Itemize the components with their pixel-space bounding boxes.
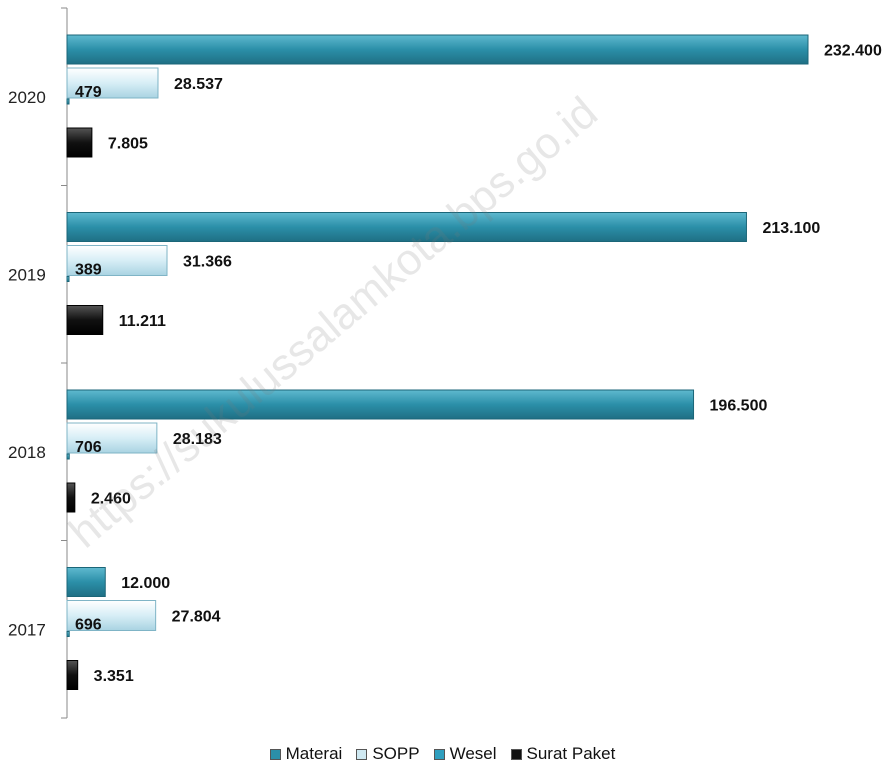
legend: Materai SOPP Wesel Surat Paket <box>0 742 885 766</box>
bar-materai-2019 <box>66 212 747 242</box>
bar-sopp-2019 <box>66 245 168 276</box>
legend-swatch <box>510 748 522 760</box>
value-label-sopp-2019: 31.366 <box>183 254 232 271</box>
value-labels: 232.400 28.537 479 7.805 213.100 31.366 389 11.… <box>75 43 882 686</box>
value-label-sopp-2018: 28.183 <box>173 431 222 448</box>
legend-item-materai: Materai <box>269 744 343 764</box>
value-label-materai-2020: 232.400 <box>824 43 882 60</box>
category-label-2017: 2017 <box>8 620 46 639</box>
bar-surat-paket-2019 <box>66 305 104 335</box>
y-axis: 2020 2019 2018 2017 <box>8 7 68 719</box>
value-label-wesel-2020: 479 <box>75 84 102 101</box>
bar-wesel-2017 <box>66 631 70 637</box>
category-label-2020: 2020 <box>8 88 46 107</box>
bar-surat-paket-2017 <box>66 660 79 690</box>
bar-sopp-2018 <box>66 422 158 454</box>
legend-swatch <box>269 748 281 760</box>
legend-swatch <box>356 748 368 760</box>
value-label-sopp-2020: 28.537 <box>174 76 223 93</box>
value-label-surat-paket-2018: 2.460 <box>91 491 131 508</box>
category-label-2018: 2018 <box>8 443 46 462</box>
legend-item-wesel: Wesel <box>433 744 497 764</box>
bar-materai-2020 <box>66 34 809 65</box>
legend-label: Materai <box>285 744 343 763</box>
value-label-wesel-2019: 389 <box>75 262 102 279</box>
bar-sopp-2020 <box>66 67 159 99</box>
bar-wesel-2019 <box>66 276 70 282</box>
legend-item-sopp: SOPP <box>356 744 420 764</box>
value-label-surat-paket-2017: 3.351 <box>94 668 134 685</box>
bar-sopp-2017 <box>66 600 157 631</box>
bar-surat-paket-2020 <box>66 127 93 158</box>
value-label-sopp-2017: 27.804 <box>172 609 221 626</box>
value-label-materai-2018: 196.500 <box>710 398 768 415</box>
bar-surat-paket-2018 <box>66 482 76 513</box>
legend-label: SOPP <box>372 744 420 763</box>
value-label-wesel-2017: 696 <box>75 617 102 634</box>
category-label-2019: 2019 <box>8 265 46 284</box>
value-label-wesel-2018: 706 <box>75 439 102 456</box>
bar-materai-2017 <box>66 567 106 597</box>
value-label-surat-paket-2019: 11.211 <box>119 313 166 330</box>
legend-label: Wesel <box>449 744 497 763</box>
legend-label: Surat Paket <box>526 744 616 763</box>
bar-wesel-2018 <box>66 453 70 460</box>
legend-swatch <box>433 748 445 760</box>
legend-item-surat-paket: Surat Paket <box>510 744 616 764</box>
bars <box>66 34 809 690</box>
value-label-materai-2017: 12.000 <box>121 575 170 592</box>
value-label-surat-paket-2020: 7.805 <box>108 136 148 153</box>
bar-materai-2018 <box>66 389 695 420</box>
value-label-materai-2019: 213.100 <box>762 220 820 237</box>
bar-wesel-2020 <box>66 98 70 105</box>
bar-chart: 2020 2019 2018 2017 232.400 28.537 479 7.805 21… <box>8 7 882 719</box>
